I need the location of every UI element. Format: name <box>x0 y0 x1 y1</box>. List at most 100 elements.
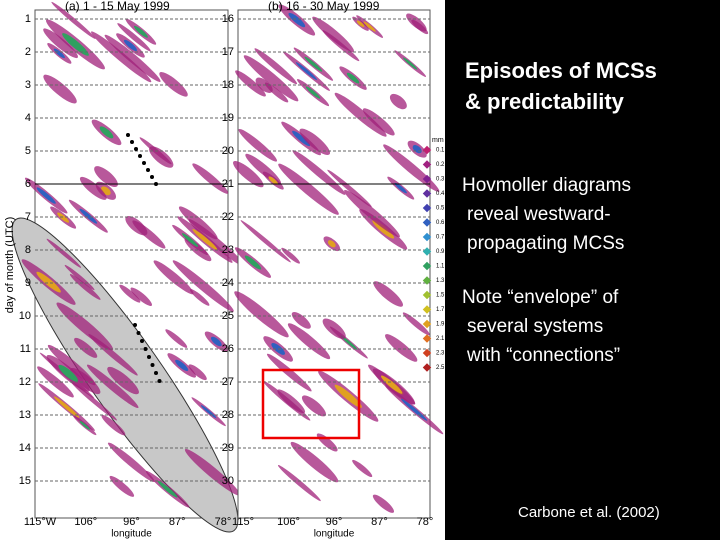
track-dot <box>130 140 134 144</box>
slide-title: Episodes of MCSs <box>465 58 657 83</box>
rain-streak <box>153 260 194 295</box>
rain-streak <box>238 128 278 162</box>
rain-streak <box>277 465 321 502</box>
colorbar-swatch <box>422 174 432 184</box>
y-axis-label: day of month (UTC) <box>4 217 16 314</box>
rain-streak <box>334 92 387 137</box>
track-dot <box>150 363 155 367</box>
rain-streak <box>91 31 152 83</box>
rain-streak <box>243 55 299 102</box>
day-label: 28 <box>222 409 234 421</box>
rain-core <box>99 126 114 139</box>
rain-streak <box>402 312 430 336</box>
colorbar-label: 2.5 <box>436 365 445 371</box>
day-label: 23 <box>222 244 234 256</box>
colorbar-label: 2.3 <box>436 351 445 357</box>
x-axis-label: longitude <box>314 529 355 540</box>
rain-core <box>157 480 178 498</box>
rain-core <box>79 420 91 430</box>
day-label: 14 <box>19 442 31 454</box>
track-dot <box>150 175 154 179</box>
rain-core <box>36 187 56 204</box>
highlight-box <box>261 368 361 440</box>
rain-core <box>334 384 362 408</box>
rain-core <box>292 130 311 147</box>
rain-core <box>394 182 407 194</box>
day-label: 24 <box>222 277 234 289</box>
day-label: 7 <box>25 211 31 223</box>
track-dot <box>157 379 162 383</box>
rain-streak <box>46 238 82 268</box>
day-label: 8 <box>25 244 31 256</box>
bullet-text: propagating MCSs <box>467 233 624 254</box>
rain-core <box>268 176 279 185</box>
track-dot <box>154 371 158 375</box>
day-label: 19 <box>222 112 234 124</box>
rain-streak <box>254 48 298 85</box>
day-label: 22 <box>222 211 234 223</box>
longitude-tick: 96° <box>123 516 140 528</box>
rain-core <box>363 21 376 32</box>
rain-streak <box>119 284 141 303</box>
colorbar-label: 1.9 <box>436 322 445 328</box>
rain-core <box>403 57 418 70</box>
rain-streak <box>188 364 207 381</box>
day-label: 25 <box>222 310 234 322</box>
rain-core <box>53 48 65 59</box>
rain-streak <box>301 395 326 417</box>
rain-streak <box>165 329 188 348</box>
rain-streak <box>86 364 139 409</box>
day-label: 30 <box>222 475 234 487</box>
day-label: 2 <box>25 46 31 58</box>
rain-streak <box>43 28 79 59</box>
colorbar-swatch <box>422 145 432 155</box>
colorbar-swatch <box>422 319 432 329</box>
rain-core <box>181 233 199 247</box>
rain-core <box>79 208 98 224</box>
rain-core <box>123 39 137 52</box>
rain-core <box>58 364 78 382</box>
colorbar-label: 1.3 <box>436 278 445 284</box>
day-label: 12 <box>19 376 31 388</box>
track-dot <box>142 161 146 165</box>
track-dot <box>140 339 144 343</box>
longitude-tick: 87° <box>371 516 388 528</box>
bullet-text: Note “envelope” of <box>462 287 619 308</box>
rain-streak <box>327 169 372 208</box>
rain-core <box>62 33 89 56</box>
day-label: 27 <box>222 376 234 388</box>
colorbar-label: 1.5 <box>436 293 445 299</box>
day-label: 6 <box>25 178 31 190</box>
colorbar-swatch <box>422 203 432 213</box>
track-dot <box>138 154 142 158</box>
rain-streak <box>362 108 395 136</box>
track-dot <box>133 323 137 327</box>
rain-streak <box>406 13 427 32</box>
bullet-text: Hovmoller diagrams <box>462 175 631 196</box>
rain-streak <box>43 74 77 104</box>
colorbar-label: 0.3 <box>436 177 445 183</box>
rain-streak <box>281 247 300 264</box>
track-dot <box>136 331 141 335</box>
colorbar-swatch <box>422 305 432 314</box>
panel-title: (b) 16 - 30 May 1999 <box>268 0 380 13</box>
rain-streak <box>71 382 118 421</box>
rain-core <box>36 271 61 293</box>
rain-streak <box>104 34 161 82</box>
longitude-tick: 106° <box>277 516 300 528</box>
colorbar-label: 0.7 <box>436 235 445 241</box>
rain-core <box>57 212 70 223</box>
rain-streak <box>117 23 151 52</box>
rain-streak <box>372 494 395 513</box>
rain-streak <box>64 264 95 291</box>
day-label: 26 <box>222 343 234 355</box>
rain-streak <box>287 323 331 360</box>
day-label: 13 <box>19 409 31 421</box>
rain-streak <box>235 70 266 97</box>
day-label: 5 <box>25 145 31 157</box>
rain-core <box>210 336 222 347</box>
rain-streak <box>178 206 218 240</box>
day-label: 20 <box>222 145 234 157</box>
